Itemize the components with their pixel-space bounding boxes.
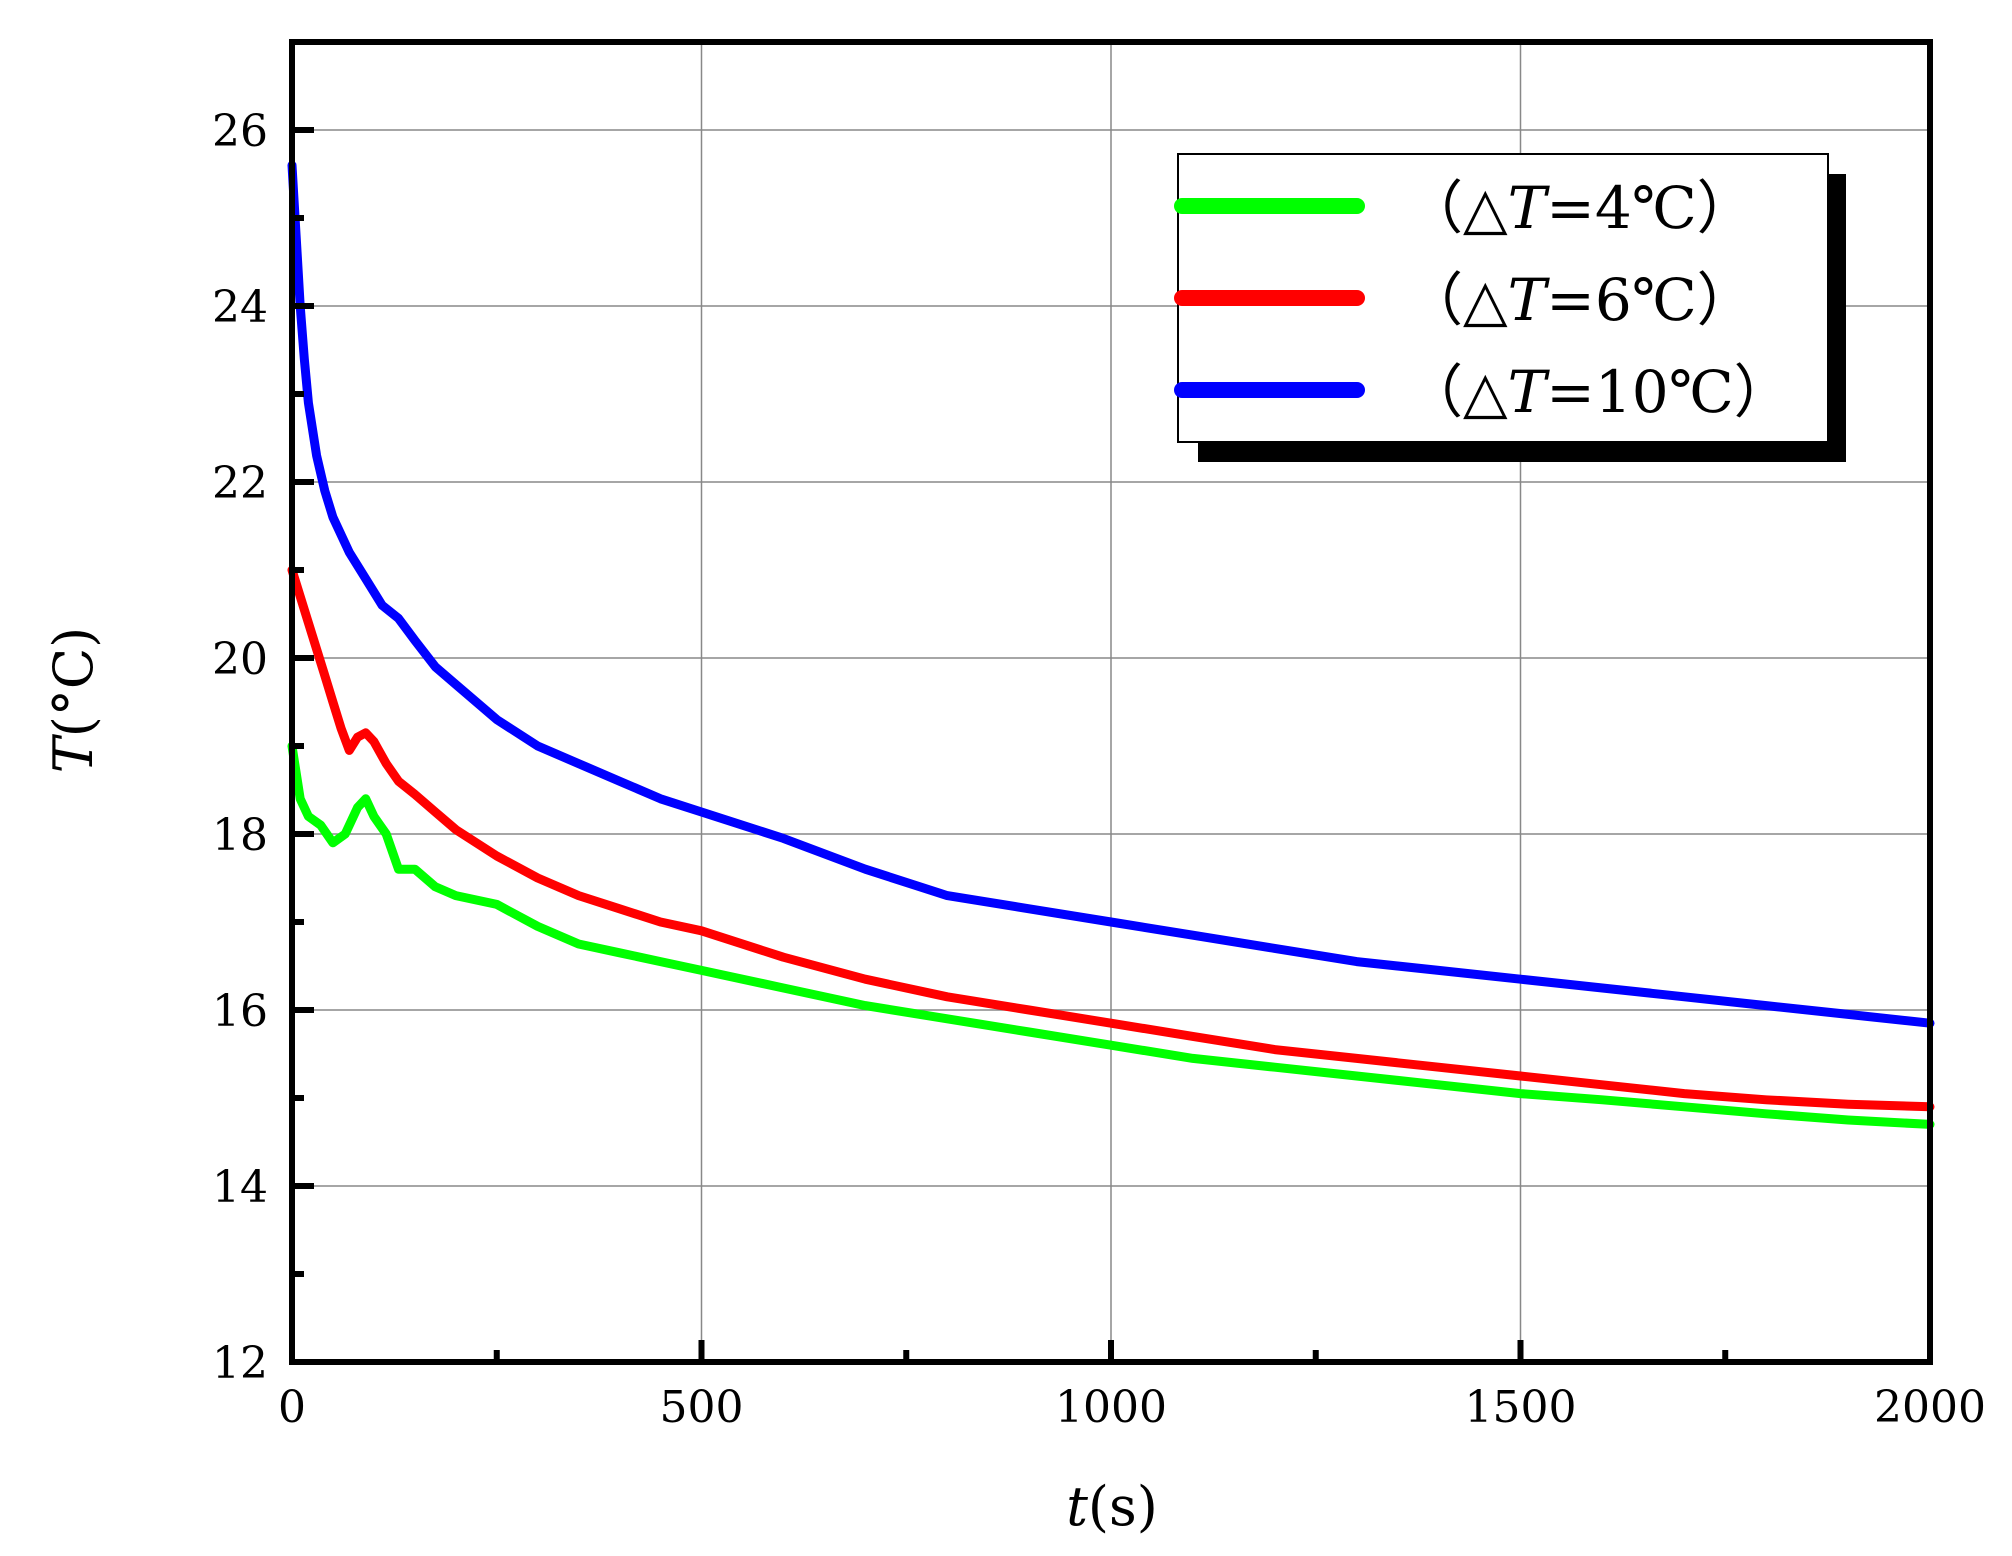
y-tick-label: 26 — [212, 106, 268, 157]
legend: （△T=4℃） （△T=6℃） （△T=10℃） — [1174, 153, 1846, 462]
legend-label-2: （△T=6℃） — [1405, 266, 1755, 334]
y-axis-title-var: T — [42, 733, 105, 773]
tick-labels: 0 500 1000 1500 2000 12 14 16 18 20 22 24 26 — [212, 106, 1986, 1433]
x-axis-title-unit: (s) — [1088, 1475, 1158, 1538]
legend-label-3: （△T=10℃） — [1405, 358, 1792, 426]
y-tick-label: 16 — [212, 986, 268, 1037]
y-tick-label: 24 — [212, 282, 268, 333]
y-tick-label: 22 — [212, 458, 268, 509]
legend-label-1: （△T=4℃） — [1405, 174, 1755, 242]
series-layer — [287, 160, 1935, 1129]
y-axis-title: T(°C) — [42, 627, 105, 773]
x-axis-title-var: t — [1066, 1475, 1088, 1538]
y-tick-label: 20 — [212, 634, 268, 685]
x-tick-label: 1000 — [1055, 1382, 1167, 1433]
series-line-1 — [287, 741, 1935, 1129]
x-tick-label: 0 — [278, 1382, 306, 1433]
y-tick-label: 18 — [212, 810, 268, 861]
y-tick-label: 14 — [212, 1162, 268, 1213]
ticks — [289, 127, 1933, 1365]
series-line-3 — [287, 160, 1935, 1028]
x-tick-label: 500 — [660, 1382, 744, 1433]
series-line-2 — [287, 565, 1935, 1112]
y-tick-label: 12 — [212, 1338, 268, 1389]
x-tick-label: 2000 — [1874, 1382, 1986, 1433]
x-tick-label: 1500 — [1465, 1382, 1577, 1433]
y-axis-title-unit: (°C) — [42, 627, 105, 737]
x-axis-title: t(s) — [1066, 1475, 1158, 1538]
